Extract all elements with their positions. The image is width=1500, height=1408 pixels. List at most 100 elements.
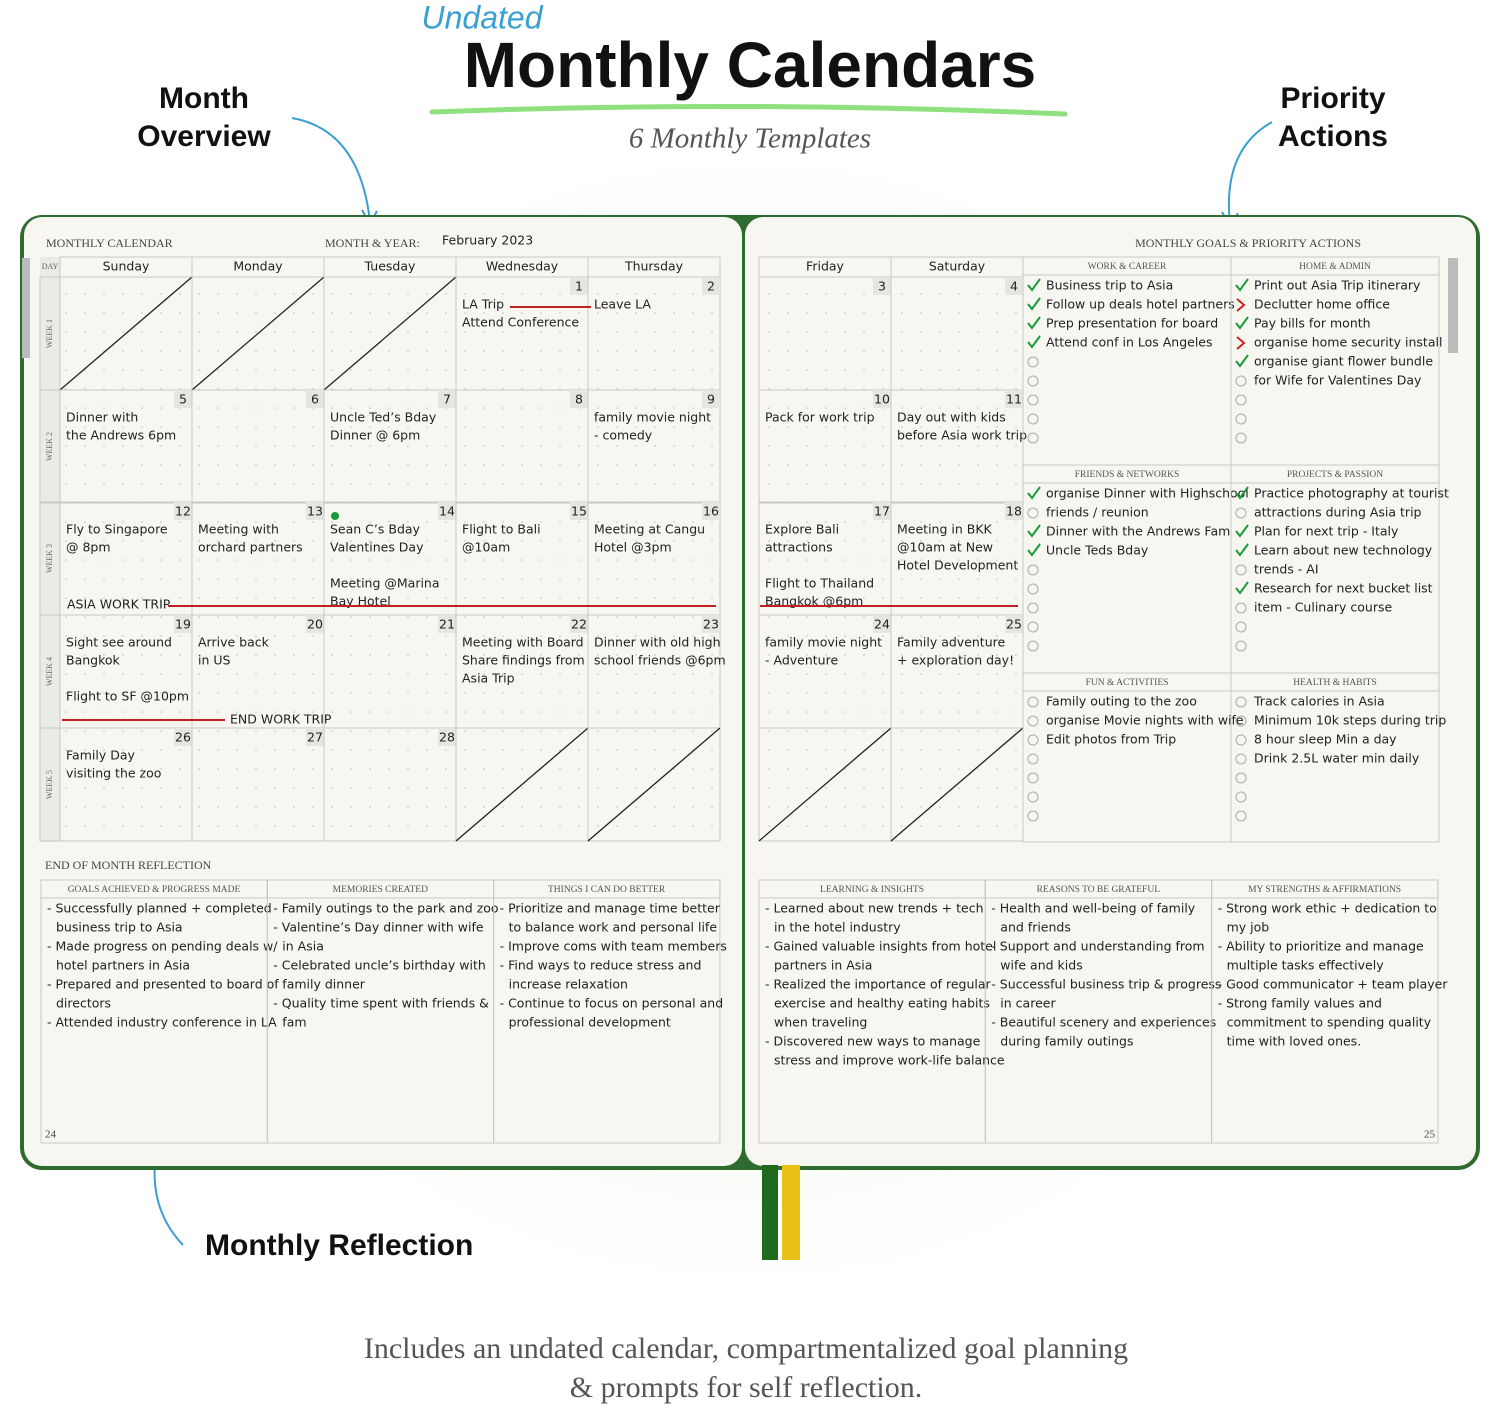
checkbox (1027, 640, 1039, 652)
checkbox (1235, 621, 1247, 633)
note: Meeting at Cangu (594, 522, 705, 537)
check (1027, 486, 1041, 500)
checkbox (1235, 375, 1247, 387)
ribbon (782, 1165, 800, 1260)
section-label: MONTHLY CALENDAR (46, 236, 173, 250)
reflection-line: - Successful business trip & progress (991, 977, 1221, 992)
note: Flight to SF @10pm (66, 689, 189, 704)
reflection-title: REASONS TO BE GRATEFUL (1037, 885, 1161, 895)
reflection-line: - Beautiful scenery and experiences (991, 1015, 1216, 1030)
reflection-line: when traveling (774, 1015, 867, 1030)
date-number: 2 (707, 279, 715, 294)
date-number: 11 (1006, 392, 1022, 407)
date-number: 21 (439, 617, 455, 632)
date-box (570, 390, 588, 408)
note: Family adventure (897, 635, 1005, 650)
page-number: 24 (45, 1129, 57, 1141)
date-box (1005, 390, 1023, 408)
page-number: 25 (1424, 1129, 1436, 1141)
date-box (702, 390, 720, 408)
note: Bay Hotel (330, 594, 391, 609)
note: Flight to Thailand (765, 576, 874, 591)
birthday-dot (331, 512, 339, 520)
goal-item: Family outing to the zoo (1046, 694, 1197, 709)
checkbox (1027, 696, 1039, 708)
checkbox (1027, 772, 1039, 784)
date-box (873, 502, 891, 520)
note: Fly to Singapore (66, 522, 168, 537)
note: before Asia work trip (897, 428, 1027, 443)
reflection-header (1211, 879, 1439, 899)
reflection-line: - Support and understanding from (991, 939, 1204, 954)
week-label: WEEK 5 (45, 770, 54, 799)
check (1235, 278, 1249, 292)
note: Dinner with (66, 410, 138, 425)
note: Explore Bali (765, 522, 839, 537)
goal-item: trends - AI (1254, 562, 1319, 577)
note: attractions (765, 540, 833, 555)
note: Dinner @ 6pm (330, 428, 420, 443)
checkbox (1235, 394, 1247, 406)
date-box (306, 728, 324, 746)
reflection-line: - Celebrated uncle’s birthday with (273, 958, 486, 973)
note: Bangkok @6pm (765, 594, 863, 609)
callout: Actions (1278, 120, 1388, 153)
reflection-line: exercise and healthy eating habits (774, 996, 990, 1011)
checkbox (1235, 602, 1247, 614)
note: @10am (462, 540, 510, 555)
note: visiting the zoo (66, 766, 161, 781)
note: - comedy (594, 428, 653, 443)
week-label: WEEK 1 (45, 319, 54, 348)
date-number: 4 (1010, 279, 1018, 294)
date-number: 28 (439, 730, 455, 745)
date-box (873, 390, 891, 408)
date-box (702, 277, 720, 295)
date-box (702, 615, 720, 633)
date-box (174, 728, 192, 746)
checkbox (1027, 810, 1039, 822)
goal-item: Follow up deals hotel partners (1046, 297, 1235, 312)
reflection-line: family dinner (282, 977, 365, 992)
reflection-line: directors (56, 996, 111, 1011)
note: @10am at New (897, 540, 993, 555)
check (1027, 316, 1041, 330)
cross-out (191, 276, 325, 391)
checkbox (1027, 583, 1039, 595)
note: Arrive back (198, 635, 270, 650)
checkbox (1027, 734, 1039, 746)
reflection-line: - Prepared and presented to board of (47, 977, 279, 992)
reflection-line: business trip to Asia (56, 920, 183, 935)
ribbon (762, 1165, 778, 1260)
note: Leave LA (594, 297, 651, 312)
check (1027, 335, 1041, 349)
note: Valentines Day (330, 540, 424, 555)
check (1235, 524, 1249, 538)
checkbox (1027, 791, 1039, 803)
note: family movie night (765, 635, 882, 650)
date-box (873, 277, 891, 295)
reflection-line: in the hotel industry (774, 920, 901, 935)
footer: & prompts for self reflection. (570, 1371, 922, 1404)
checkbox (1235, 413, 1247, 425)
goal-title: PROJECTS & PASSION (1287, 470, 1383, 480)
checkbox (1027, 356, 1039, 368)
page-tab (22, 258, 30, 358)
goal-item: Dinner with the Andrews Fam (1046, 524, 1230, 539)
month-year: February 2023 (442, 233, 533, 248)
moved (1236, 336, 1246, 350)
reflection-line: - Find ways to reduce stress and (500, 958, 702, 973)
goal-title: HEALTH & HABITS (1293, 678, 1377, 688)
date-box (1005, 615, 1023, 633)
cross-out (455, 727, 589, 842)
reflection-line: and friends (1000, 920, 1071, 935)
date-number: 1 (575, 279, 583, 294)
goal-item: organise giant flower bundle (1254, 354, 1433, 369)
date-number: 9 (707, 392, 715, 407)
date-box (1005, 502, 1023, 520)
footer: Includes an undated calendar, compartmen… (364, 1332, 1128, 1365)
goal-item: Edit photos from Trip (1046, 732, 1176, 747)
cross-out (323, 276, 457, 391)
date-box (174, 390, 192, 408)
note: Asia Trip (462, 671, 515, 686)
note: Dinner with old high (594, 635, 721, 650)
